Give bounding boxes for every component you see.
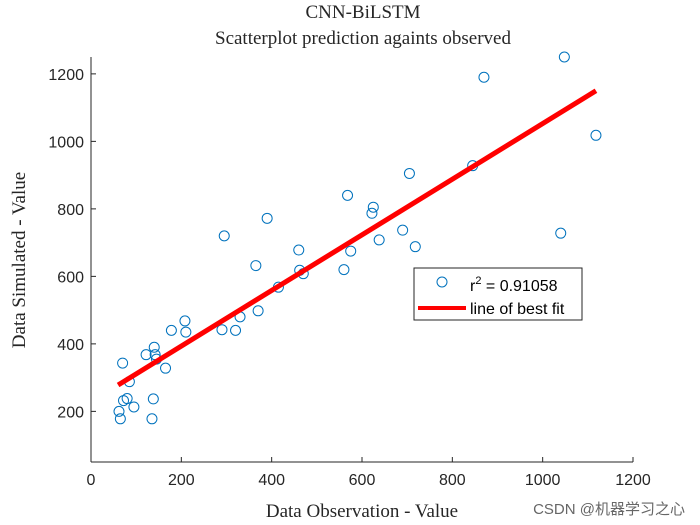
scatter-point [230,324,242,336]
x-axis-label: Data Observation - Value [266,501,458,522]
scatter-point [218,230,230,242]
y-tick-label: 200 [57,404,84,421]
scatter-point [252,305,264,317]
scatter-point [590,129,602,141]
scatter-point [180,326,192,338]
scatter-point [397,224,409,236]
x-tick-label: 1000 [525,472,561,489]
scatter-point [113,405,125,417]
y-tick-label: 1200 [48,67,84,84]
scatter-point [117,357,129,369]
scatter-point [250,260,262,272]
scatter-points [113,51,602,425]
y-tick-label: 800 [57,202,84,219]
legend-label-fit: line of best fit [470,301,565,318]
best-fit-line [116,88,598,388]
scatter-point [140,349,152,361]
x-tick-label: 1200 [615,472,651,489]
scatter-point [409,241,421,253]
y-axis-label: Data Simulated - Value [9,172,30,348]
chart-subtitle: Scatterplot prediction againts observed [215,28,511,49]
scatter-point [367,201,379,213]
scatter-point [165,324,177,336]
scatter-point [114,413,126,425]
x-tick-label: 600 [349,472,376,489]
x-tick-label: 800 [439,472,466,489]
y-ticks: 200 400 600 800 1000 1200 [48,67,96,421]
scatter-point [216,324,228,336]
legend: r2 = 0.91058 line of best fit [413,267,583,321]
y-tick-label: 400 [57,337,84,354]
scatter-point [261,212,273,224]
scatter-point [128,401,140,413]
scatter-point [148,341,160,353]
legend-marker-scatter [436,276,448,288]
scatter-point [293,244,305,256]
scatter-point [342,189,354,201]
scatter-point [366,207,378,219]
scatter-point [555,227,567,239]
y-tick-label: 600 [57,269,84,286]
scatter-point [146,413,158,425]
scatter-point [478,71,490,83]
scatter-point [121,393,133,405]
chart-title: CNN-BiLSTM [305,2,420,23]
scatter-point [373,234,385,246]
x-ticks: 0 200 400 600 800 1000 1200 [87,457,651,489]
scatter-point [345,245,357,257]
legend-label-r2: r2 = 0.91058 [470,275,558,295]
scatter-point [558,51,570,63]
scatter-point [403,167,415,179]
best-fit-line-group [116,88,598,388]
scatter-point [147,393,159,405]
x-tick-label: 400 [258,472,285,489]
x-tick-label: 200 [168,472,195,489]
y-tick-label: 1000 [48,134,84,151]
scatter-point [338,264,350,276]
scatter-point [179,315,191,327]
x-tick-label: 0 [87,472,96,489]
scatter-point [118,395,130,407]
watermark: CSDN @机器学习之心 [533,501,685,518]
scatter-point [160,362,172,374]
